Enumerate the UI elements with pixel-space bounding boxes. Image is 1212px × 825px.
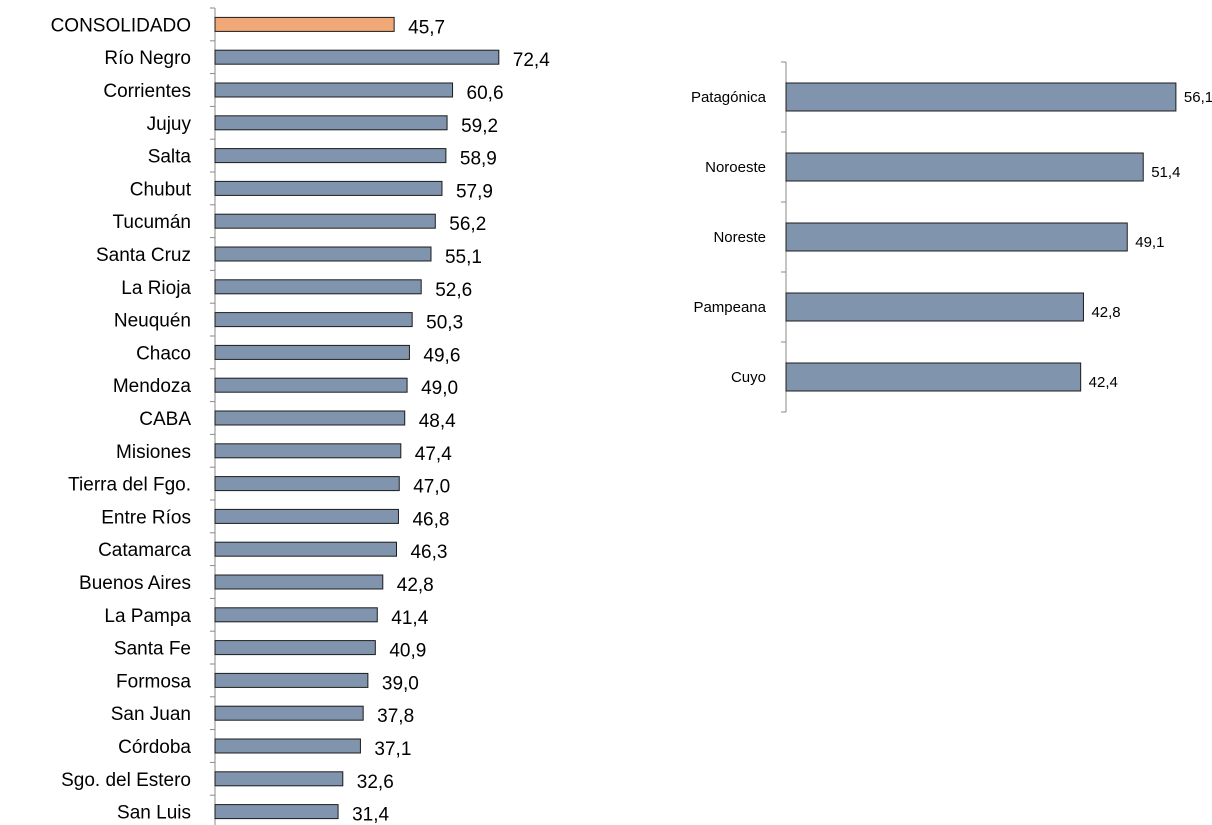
value-label-la-rioja: 52,6 — [435, 280, 472, 301]
category-label-pampeana: Pampeana — [693, 299, 766, 316]
bar-buenos-aires — [214, 574, 384, 590]
regions-bar-chart: Patagónica 56,1 Noroeste 51,4 Noreste 49,1 Pam… — [691, 61, 1212, 413]
category-label-chubut: Chubut — [130, 179, 192, 200]
category-label-catamarca: Catamarca — [98, 540, 191, 561]
bar-catamarca — [214, 541, 397, 557]
bar-formosa — [214, 672, 369, 688]
value-label-pampeana: 42,8 — [1091, 304, 1120, 321]
bar-corrientes — [214, 82, 454, 98]
value-label-san-luis: 31,4 — [352, 805, 389, 825]
category-label-la-pampa: La Pampa — [104, 606, 191, 627]
value-label-santa-fe: 40,9 — [389, 641, 426, 662]
category-label-san-juan: San Juan — [111, 704, 191, 725]
value-label-san-juan: 37,8 — [377, 706, 414, 727]
category-label-salta: Salta — [148, 147, 192, 168]
bar-consolidado — [214, 16, 395, 32]
bar-santa-fe — [214, 640, 376, 656]
value-label-jujuy: 59,2 — [461, 116, 498, 137]
value-label-tucuman: 56,2 — [449, 214, 486, 235]
value-label-sgo-del-estero: 32,6 — [357, 772, 394, 793]
bar-jujuy — [214, 115, 448, 131]
category-label-neuquen: Neuquén — [114, 311, 191, 332]
value-label-santa-cruz: 55,1 — [445, 247, 482, 268]
value-label-la-pampa: 41,4 — [391, 608, 428, 629]
category-label-santa-cruz: Santa Cruz — [96, 245, 191, 266]
category-label-mendoza: Mendoza — [113, 376, 192, 397]
category-label-buenos-aires: Buenos Aires — [79, 573, 191, 594]
value-label-consolidado: 45,7 — [408, 17, 445, 38]
bar-caba — [214, 410, 406, 426]
category-label-chaco: Chaco — [136, 343, 191, 364]
value-label-neuquen: 50,3 — [426, 313, 463, 334]
bar-rio-negro — [214, 49, 500, 65]
value-label-misiones: 47,4 — [415, 444, 452, 465]
category-label-rio-negro: Río Negro — [104, 48, 191, 69]
bar-entre-rios — [214, 508, 399, 524]
category-label-formosa: Formosa — [116, 671, 191, 692]
bar-pampeana — [785, 292, 1084, 322]
value-label-mendoza: 49,0 — [421, 378, 458, 399]
category-label-caba: CABA — [139, 409, 191, 430]
category-label-cuyo: Cuyo — [731, 369, 766, 386]
bar-sgo-del-estero — [214, 771, 344, 787]
bar-san-juan — [214, 705, 364, 721]
category-label-corrientes: Corrientes — [103, 81, 191, 102]
value-label-formosa: 39,0 — [382, 673, 419, 694]
category-label-noreste: Noreste — [713, 229, 766, 246]
bar-cordoba — [214, 738, 361, 754]
bar-santa-cruz — [214, 246, 432, 262]
value-label-salta: 58,9 — [460, 149, 497, 170]
category-label-misiones: Misiones — [116, 442, 191, 463]
category-label-santa-fe: Santa Fe — [114, 639, 191, 660]
category-label-san-luis: San Luis — [117, 803, 191, 824]
bar-cuyo — [785, 362, 1082, 392]
value-label-caba: 48,4 — [419, 411, 456, 432]
category-label-tucuman: Tucumán — [113, 212, 192, 233]
value-label-cuyo: 42,4 — [1089, 374, 1118, 391]
value-label-rio-negro: 72,4 — [513, 50, 550, 71]
bar-san-luis — [214, 804, 339, 820]
bar-neuquen — [214, 312, 413, 328]
value-label-cordoba: 37,1 — [374, 739, 411, 760]
category-label-la-rioja: La Rioja — [121, 278, 191, 299]
provinces-bar-chart: CONSOLIDADO 45,7 Río Negro 72,4 Corrientes 60… — [51, 7, 550, 825]
bar-tierra-del-fgo — [214, 476, 400, 492]
value-label-noroeste: 51,4 — [1151, 164, 1180, 181]
value-label-entre-rios: 46,8 — [412, 509, 449, 530]
value-label-chaco: 49,6 — [423, 345, 460, 366]
value-label-tierra-del-fgo: 47,0 — [413, 477, 450, 498]
value-label-buenos-aires: 42,8 — [397, 575, 434, 596]
category-label-jujuy: Jujuy — [147, 114, 192, 135]
value-label-catamarca: 46,3 — [410, 542, 447, 563]
value-label-corrientes: 60,6 — [467, 83, 504, 104]
bar-chaco — [214, 344, 410, 360]
category-label-sgo-del-estero: Sgo. del Estero — [61, 770, 191, 791]
bar-mendoza — [214, 377, 408, 393]
category-label-patagonica: Patagónica — [691, 89, 767, 106]
bar-noroeste — [785, 152, 1144, 182]
category-label-entre-rios: Entre Ríos — [101, 507, 191, 528]
bar-la-rioja — [214, 279, 422, 295]
category-label-cordoba: Córdoba — [118, 737, 191, 758]
bar-noreste — [785, 222, 1128, 252]
bar-patagonica — [785, 82, 1177, 112]
bar-la-pampa — [214, 607, 378, 623]
bar-tucuman — [214, 213, 436, 229]
category-label-tierra-del-fgo: Tierra del Fgo. — [68, 475, 191, 496]
bar-misiones — [214, 443, 402, 459]
value-label-noreste: 49,1 — [1135, 234, 1164, 251]
value-label-patagonica: 56,1 — [1184, 89, 1212, 106]
bar-chubut — [214, 180, 443, 196]
category-label-consolidado: CONSOLIDADO — [51, 15, 191, 36]
category-label-noroeste: Noroeste — [705, 159, 766, 176]
value-label-chubut: 57,9 — [456, 181, 493, 202]
bar-salta — [214, 148, 447, 164]
